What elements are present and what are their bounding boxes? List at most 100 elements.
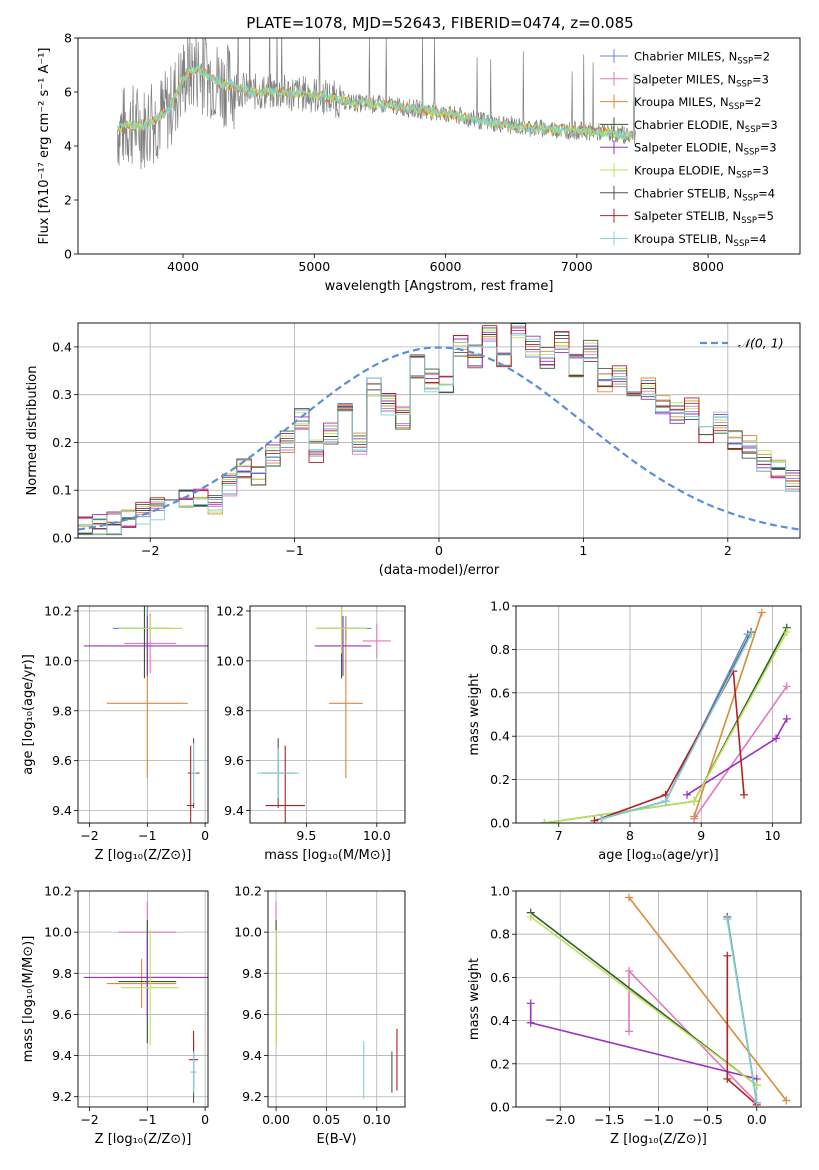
age_vs_Z-xtick-label-2: 0 (201, 828, 209, 843)
age_vs_mass-ytick-label-0: 9.4 (224, 803, 244, 818)
massweight_vs_Z-marker-kroupa_miles-1 (782, 1096, 791, 1105)
massweight_vs_age-line-chabrier_stelib (601, 631, 752, 820)
spectrum-xtick-label-1: 5000 (298, 259, 330, 274)
massweight_vs_age-xtick-label-3: 10 (765, 828, 781, 843)
massweight_vs_age-plot-area (540, 608, 791, 823)
mass_vs_Z-ytick-label-1: 9.4 (52, 1048, 72, 1063)
massweight_vs_age-marker-salpeter_stelib-3 (740, 790, 748, 799)
legend-label-kroupa_miles: Kroupa MILES, NSSP=2 (634, 95, 761, 112)
mass_vs_EBV-ytick-label-5: 10.2 (234, 884, 262, 899)
mass_vs_EBV-ytick-label-3: 9.8 (242, 966, 262, 981)
mass_vs_Z-ytick-label-2: 9.6 (52, 1007, 72, 1022)
spectrum-ytick-label-3: 6 (64, 85, 72, 100)
residuals-xtick-label-4: 2 (724, 543, 732, 558)
spectrum-ytick-label-1: 2 (64, 193, 72, 208)
legend-label-kroupa_stelib: Kroupa STELIB, NSSP=4 (634, 232, 766, 249)
massweight_vs_age-ytick-label-4: 0.8 (490, 642, 510, 657)
massweight_vs_Z-plot-area (526, 893, 791, 1107)
massweight_vs_age-chart: 7 8 9 10 0.0 0.2 0.4 0.6 0.8 1.0 age [log₁₀(age/yr… (467, 599, 802, 863)
massweight_vs_Z-marker-kroupa_stelib-0 (723, 915, 732, 924)
age_vs_mass-point-kroupa_elodie (316, 606, 367, 654)
age_vs_Z-plot-area (83, 606, 208, 823)
age_vs_Z-point-kroupa_elodie (118, 615, 182, 641)
age_vs_mass-ytick-label-2: 9.8 (224, 703, 244, 718)
age_vs_mass-xtick-label-0: 9.5 (296, 828, 316, 843)
age_vs_mass-ytick-label-3: 10.0 (216, 653, 244, 668)
legend-label-salpeter_stelib: Salpeter STELIB, NSSP=5 (634, 209, 774, 226)
spectrum-xtick-label-0: 4000 (167, 259, 199, 274)
normal-curve (78, 346, 800, 531)
massweight_vs_Z-line-kroupa_elodie (530, 916, 758, 1087)
residuals-ytick-label-0: 0.0 (52, 531, 72, 546)
mass_vs_EBV-xtick-label-1: 0.05 (313, 1112, 341, 1127)
residuals-chart: −2 −1 0 1 2 0.0 0.1 0.2 0.3 0.4 (data-model)/error… (25, 322, 801, 578)
massweight_vs_age-marker-kroupa_stelib-1 (661, 797, 670, 806)
spectrum-xlabel: wavelength [Angstrom, rest frame] (325, 279, 554, 294)
age_vs_Z-xlabel: Z [log₁₀(Z/Z⊙)] (95, 848, 192, 863)
age_vs_Z-xtick-label-0: −2 (80, 828, 98, 843)
spectrum-model-line-kroupa_stelib (117, 63, 633, 139)
massweight_vs_Z-marker-salpeter_miles-1 (625, 966, 634, 975)
mass_vs_EBV-ytick-label-4: 10.0 (234, 925, 262, 940)
massweight_vs_age-marker-salpeter_stelib-0 (590, 816, 599, 823)
spectrum-ytick-label-4: 8 (64, 31, 72, 46)
residuals-xtick-label-1: −1 (285, 543, 303, 558)
massweight_vs_Z-ytick-label-1: 0.2 (490, 1056, 510, 1071)
age_vs_mass-frame (249, 605, 406, 824)
mass_vs_Z-xtick-label-1: −1 (138, 1112, 156, 1127)
spectrum-frame (77, 37, 801, 255)
massweight_vs_Z-ytick-label-2: 0.4 (490, 1013, 510, 1028)
age_vs_Z-xtick-label-1: −1 (138, 828, 156, 843)
massweight_vs_age-marker-kroupa_miles-1 (757, 608, 766, 617)
mass_vs_Z-frame (77, 890, 209, 1108)
massweight_vs_age-marker-kroupa_stelib-0 (597, 814, 606, 823)
mass_vs_Z-point-kroupa_elodie (121, 930, 180, 1046)
mass_vs_EBV-plot-area (275, 901, 398, 1099)
age_vs_Z-point-kroupa_stelib (190, 743, 197, 804)
mass_vs_Z-point-salpeter_elodie (83, 936, 208, 1019)
massweight_vs_Z-marker-kroupa_miles-0 (625, 893, 634, 902)
massweight_vs_Z-ytick-label-0: 0.0 (490, 1100, 510, 1115)
massweight_vs_age-marker-salpeter_elodie-0 (683, 790, 691, 799)
massweight_vs_Z-line-kroupa_miles (628, 897, 787, 1101)
massweight_vs_age-marker-kroupa_elodie-2 (782, 628, 791, 637)
age_vs_mass-point-kroupa_stelib (257, 748, 300, 799)
age_vs_Z-ytick-label-4: 10.2 (44, 603, 72, 618)
massweight_vs_Z-ytick-label-5: 1.0 (490, 884, 510, 899)
mass_vs_Z-xlabel: Z [log₁₀(Z/Z⊙)] (95, 1132, 192, 1147)
massweight_vs_Z-chart: −2.0 −1.5 −1.0 −0.5 0.0 0.0 0.2 0.4 0.6 0.8 1.0 Z [… (467, 884, 802, 1147)
massweight_vs_age-xlabel: age [log₁₀(age/yr)] (598, 848, 719, 863)
massweight_vs_Z-marker-salpeter_elodie-0 (526, 999, 535, 1008)
massweight_vs_Z-marker-salpeter_stelib-1 (723, 1074, 732, 1083)
massweight_vs_Z-xtick-label-2: −1.0 (643, 1112, 673, 1127)
mass_vs_Z-ytick-label-4: 10.0 (44, 925, 72, 940)
massweight_vs_age-line-kroupa_miles (693, 612, 763, 817)
massweight_vs_age-marker-salpeter_elodie-1 (772, 734, 781, 743)
residual-hist-kroupa_stelib (78, 334, 800, 538)
age_vs_mass-xtick-label-1: 10.0 (363, 828, 391, 843)
residuals-xtick-label-0: −2 (141, 543, 159, 558)
massweight_vs_Z-marker-kroupa_elodie-0 (526, 912, 535, 921)
massweight_vs_age-ytick-label-5: 1.0 (490, 599, 510, 614)
mass_vs_Z-ytick-label-0: 9.2 (52, 1089, 72, 1104)
massweight_vs_Z-marker-salpeter_miles-0 (625, 1027, 634, 1036)
age_vs_mass-point-kroupa_miles (328, 628, 363, 779)
massweight_vs_age-ytick-label-1: 0.2 (490, 772, 510, 787)
residuals-xlabel: (data-model)/error (379, 563, 500, 578)
massweight_vs_age-frame (515, 605, 802, 824)
age_vs_mass-ytick-label-4: 10.2 (216, 603, 244, 618)
massweight_vs_Z-marker-kroupa_stelib-1 (752, 1098, 761, 1107)
figure-title: PLATE=1078, MJD=52643, FIBERID=0474, z=0… (246, 14, 633, 32)
massweight_vs_age-marker-kroupa_miles-0 (690, 812, 699, 821)
massweight_vs_age-line-salpeter_stelib (594, 668, 745, 822)
spectrum-xtick-label-3: 7000 (561, 259, 593, 274)
spectrum-legend: Chabrier MILES, NSSP=2 Salpeter MILES, NS… (600, 49, 778, 249)
age_vs_Z-frame (77, 605, 209, 824)
age_vs_Z-ytick-label-1: 9.6 (52, 753, 72, 768)
legend-label-chabrier_stelib: Chabrier STELIB, NSSP=4 (634, 186, 775, 203)
mass_vs_EBV-xlabel: E(B-V) (316, 1132, 356, 1147)
mass_vs_EBV-ytick-label-1: 9.4 (242, 1048, 262, 1063)
mass_vs_EBV-xtick-label-0: 0.00 (262, 1112, 290, 1127)
spectrum-ylabel: Flux [fλ10⁻¹⁷ erg cm⁻² s⁻¹ A⁻¹] (37, 48, 52, 245)
